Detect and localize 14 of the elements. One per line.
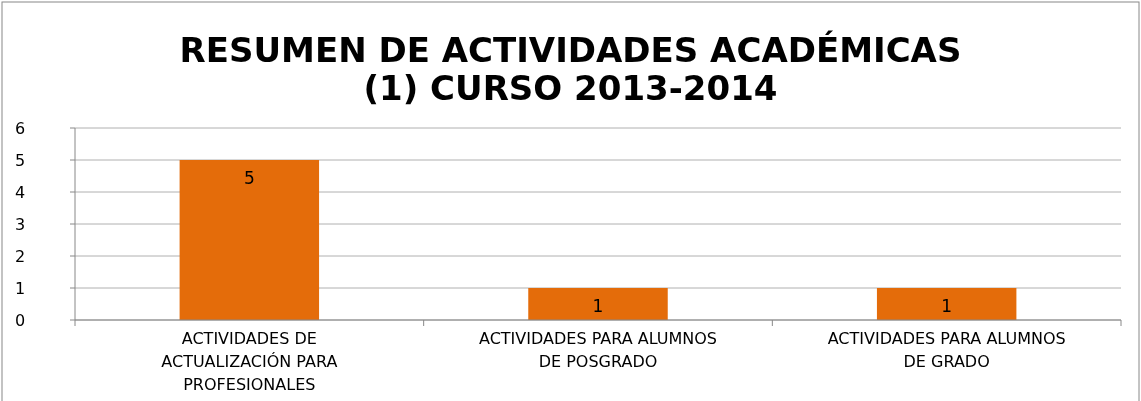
chart-title: RESUMEN DE ACTIVIDADES ACADÉMICAS (1) CURSO 2013-2014	[179, 30, 962, 108]
y-tick-label: 5	[15, 150, 26, 170]
x-tick-label: ACTIVIDADES PARA ALUMNOS DE GRADO	[827, 329, 1066, 371]
data-label: 1	[941, 296, 953, 316]
y-tick-label: 0	[15, 310, 26, 330]
y-tick-label: 2	[15, 246, 26, 266]
y-tick-label: 1	[15, 278, 26, 298]
x-tick-label: ACTIVIDADES DE ACTUALIZACIÓN PARA PROFESIONALES	[161, 329, 338, 394]
data-label: 5	[243, 168, 255, 188]
y-tick-label: 3	[15, 214, 26, 234]
y-tick-label: 6	[15, 118, 26, 138]
data-label: 1	[592, 296, 604, 316]
x-tick-label: ACTIVIDADES PARA ALUMNOS DE POSGRADO	[478, 329, 718, 371]
y-tick-label: 4	[15, 182, 26, 202]
